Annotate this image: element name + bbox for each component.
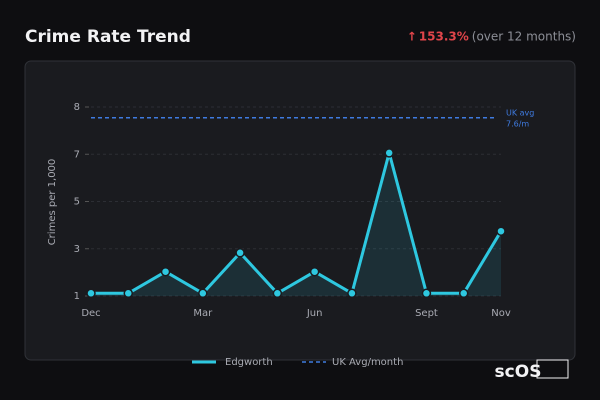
reference-label: UK avg	[506, 108, 534, 117]
x-tick-label: Sept	[415, 308, 438, 319]
chart-title: Crime Rate Trend	[25, 27, 191, 47]
change-arrow: ↑	[407, 30, 417, 44]
line	[91, 151, 503, 295]
change-value: 153.3%	[419, 30, 469, 44]
logo-box	[536, 359, 569, 379]
point	[272, 288, 283, 299]
point	[421, 288, 432, 299]
x-tick-label: Nov	[491, 308, 511, 319]
brand-logo: scOS	[495, 362, 542, 382]
point	[160, 266, 171, 277]
point	[123, 288, 134, 299]
point	[235, 248, 245, 258]
point	[347, 288, 357, 299]
y-tick-label: 8	[74, 102, 80, 113]
y-axis-label: Crimes per 1,000	[47, 159, 58, 246]
x-tick-label: Mar	[193, 308, 213, 319]
chart-card	[24, 60, 576, 361]
x-tick-label: Dec	[81, 308, 100, 319]
reference-label: 7.6/m	[506, 119, 529, 128]
legend-label: Edgworth	[225, 357, 273, 368]
point	[496, 226, 506, 236]
point	[384, 148, 394, 158]
point	[86, 288, 96, 299]
legend-label: UK Avg/month	[332, 357, 403, 368]
x-tick-label: Jun	[306, 308, 323, 319]
y-tick-label: 1	[74, 291, 80, 302]
y-tick-label: 5	[74, 197, 80, 208]
point	[309, 266, 320, 277]
change-period: (over 12 months)	[472, 30, 576, 44]
y-tick-label: 7	[74, 149, 80, 160]
y-tick-label: 3	[74, 244, 80, 255]
point	[198, 288, 208, 299]
point	[458, 288, 469, 299]
